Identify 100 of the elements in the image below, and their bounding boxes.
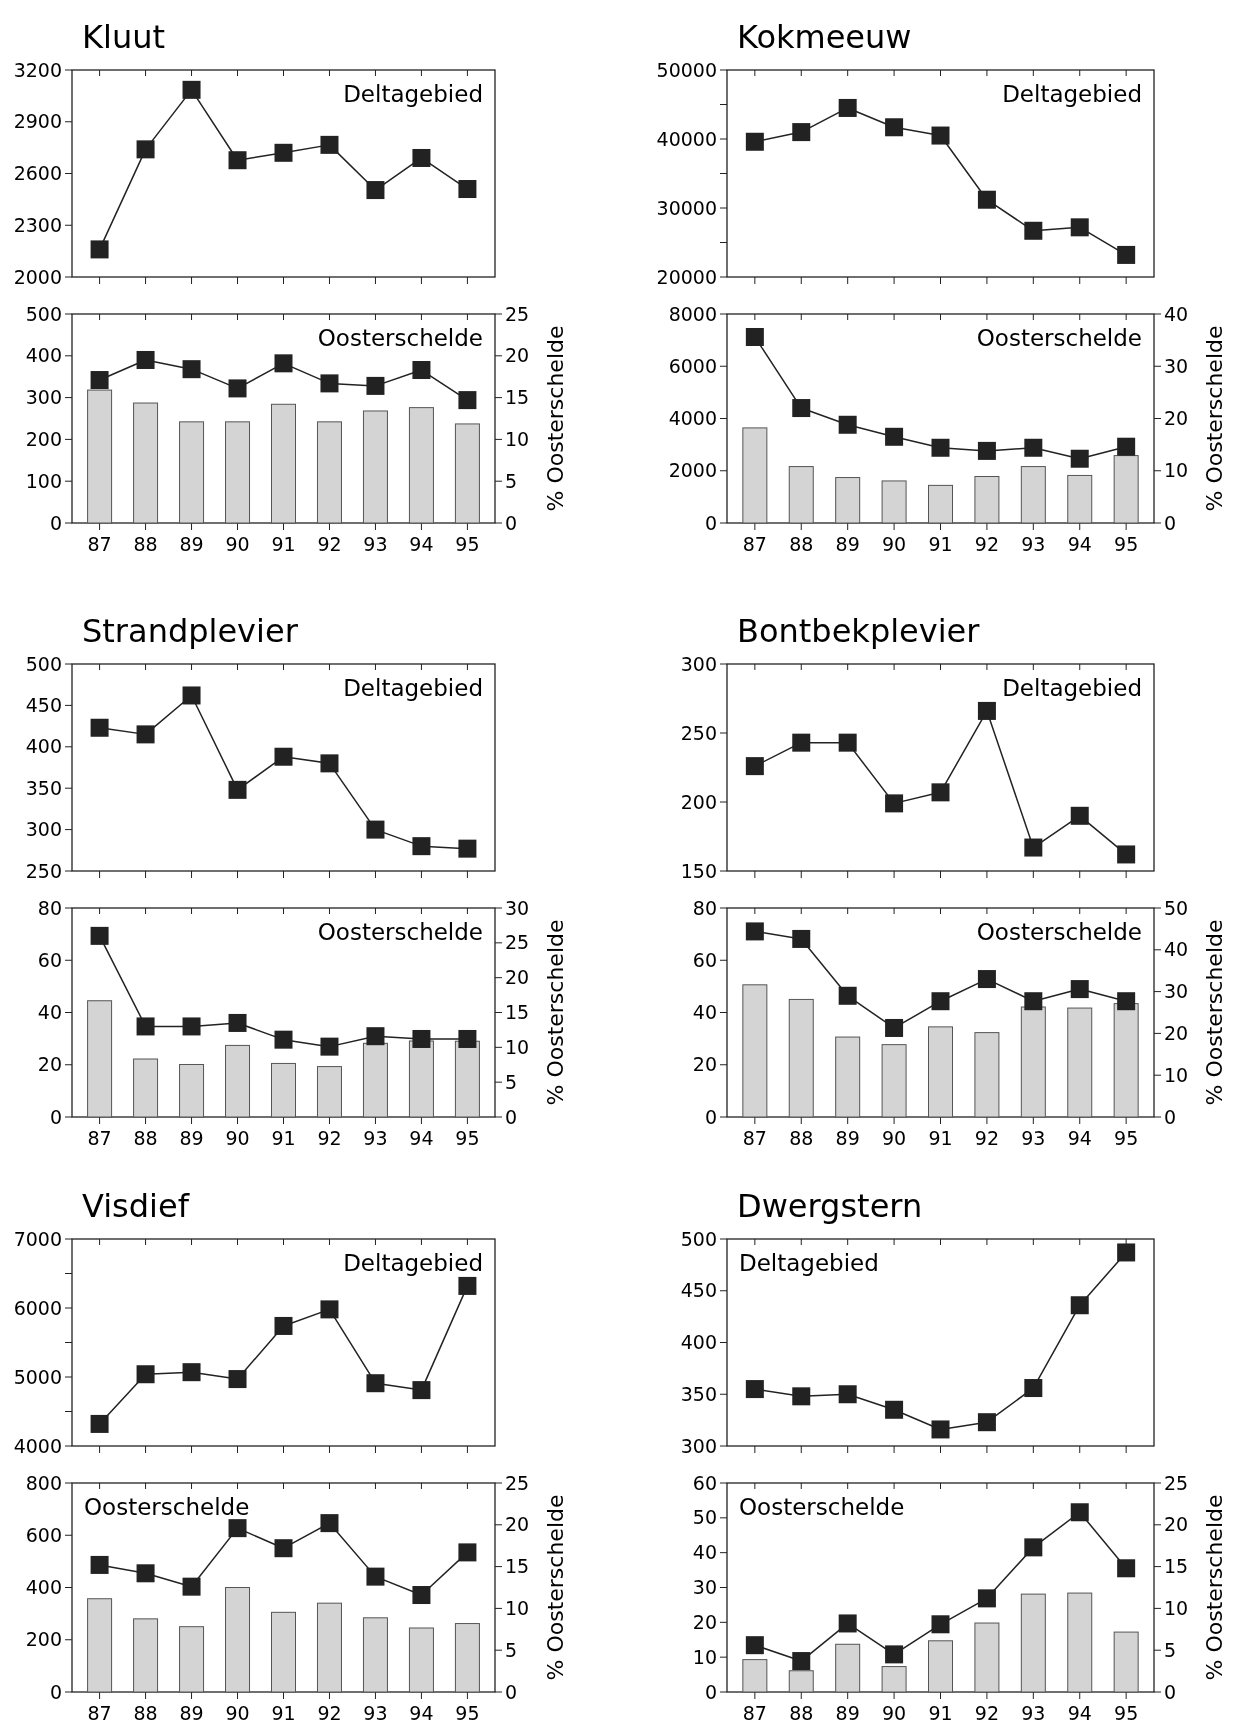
bar (1020, 1006, 1046, 1118)
y-tick-label: 8000 (668, 302, 717, 325)
point (1070, 1296, 1089, 1315)
x-tick-label: 93 (363, 533, 388, 555)
bar (1113, 1631, 1139, 1693)
bar (454, 423, 480, 524)
point (838, 1385, 857, 1404)
y2-tick-label: 20 (1164, 1513, 1189, 1536)
chart-title: Strandplevier (82, 612, 299, 650)
x-tick-label: 91 (271, 533, 296, 555)
y2-tick-label: 40 (1164, 938, 1189, 961)
point (458, 180, 477, 199)
bar (362, 1617, 388, 1693)
y-tick-label: 3200 (13, 58, 62, 81)
point (931, 438, 950, 457)
y-tick-label: 50000 (656, 58, 717, 81)
point (931, 126, 950, 145)
point (320, 1514, 339, 1533)
point (136, 1017, 155, 1036)
point (792, 1387, 811, 1406)
y2-tick-label: 10 (1164, 1597, 1189, 1620)
annotation: Deltagebied (343, 675, 483, 701)
point (136, 725, 155, 744)
x-tick-label: 92 (974, 1702, 1000, 1724)
bar (362, 410, 388, 524)
x-tick-label: 91 (271, 1702, 296, 1724)
y-tick-label: 600 (25, 1523, 62, 1546)
x-tick-label: 93 (363, 1127, 388, 1149)
point (136, 140, 155, 159)
x-tick-label: 91 (928, 533, 953, 555)
point (838, 733, 857, 752)
x-tick-label: 94 (1067, 533, 1092, 555)
point (228, 780, 247, 799)
bar (788, 1670, 814, 1693)
bar (881, 1666, 907, 1693)
point (366, 1027, 385, 1046)
point (792, 929, 811, 948)
x-tick-label: 89 (835, 1702, 860, 1724)
point (931, 1420, 950, 1439)
x-tick-label: 89 (835, 1127, 860, 1149)
point (838, 415, 857, 434)
point (320, 135, 339, 154)
bar (835, 477, 861, 524)
point (1070, 806, 1089, 825)
point (977, 1413, 996, 1432)
x-tick-label: 90 (881, 533, 907, 555)
point (977, 970, 996, 989)
y-tick-label: 40 (692, 1001, 717, 1024)
point (458, 391, 477, 410)
point (366, 181, 385, 200)
y-tick-label: 400 (25, 344, 62, 367)
y-tick-label: 200 (25, 1628, 62, 1651)
point (136, 1564, 155, 1583)
bar (362, 1042, 388, 1118)
point (885, 1400, 904, 1419)
x-tick-label: 88 (789, 1702, 814, 1724)
y2-tick-label: 25 (505, 931, 530, 954)
y-tick-label: 300 (680, 652, 717, 675)
y-tick-label: 20 (37, 1053, 62, 1076)
x-tick-label: 94 (409, 533, 434, 555)
y-tick-label: 40 (37, 1001, 62, 1024)
x-tick-label: 95 (455, 1127, 480, 1149)
x-tick-label: 88 (133, 1702, 158, 1724)
y2-tick-label: 5 (505, 1638, 518, 1661)
point (931, 783, 950, 802)
point (1117, 992, 1136, 1011)
y-tick-label: 80 (37, 896, 62, 919)
point (182, 686, 201, 705)
annotation: Oosterschelde (317, 919, 483, 945)
bar (742, 427, 768, 524)
y-tick-label: 150 (680, 859, 717, 882)
bar (271, 1611, 296, 1693)
bar (1067, 1007, 1093, 1118)
y-tick-label: 300 (25, 818, 62, 841)
y-tick-label: 5000 (13, 1365, 62, 1388)
bar (835, 1643, 861, 1693)
y-tick-label: 60 (37, 948, 62, 971)
y2-tick-label: 25 (1164, 1471, 1189, 1494)
y-tick-label: 100 (25, 469, 62, 492)
y2-tick-label: 20 (1164, 407, 1189, 430)
point (366, 376, 385, 395)
point (412, 1381, 431, 1400)
point (274, 1316, 293, 1335)
y2-tick-label: 20 (505, 966, 530, 989)
x-tick-label: 87 (742, 1702, 767, 1724)
point (838, 986, 857, 1005)
annotation: Deltagebied (1002, 81, 1142, 107)
x-tick-label: 87 (742, 1127, 767, 1149)
point (977, 701, 996, 720)
y-tick-label: 30000 (656, 196, 717, 219)
y-tick-label: 2600 (13, 162, 62, 185)
point (1070, 1503, 1089, 1522)
point (885, 1018, 904, 1037)
y2-tick-label: 25 (505, 1471, 530, 1494)
y2-tick-label: 0 (1164, 1680, 1177, 1703)
point (366, 1374, 385, 1393)
chart-title: Kokmeeuw (737, 18, 912, 56)
point (228, 1013, 247, 1032)
y-tick-label: 20 (692, 1053, 717, 1076)
point (885, 427, 904, 446)
